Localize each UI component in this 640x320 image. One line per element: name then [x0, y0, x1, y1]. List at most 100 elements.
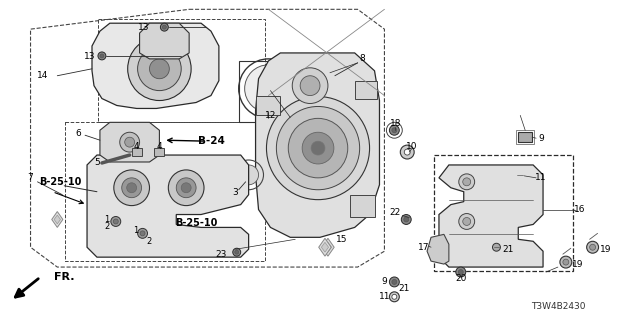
- Text: 22: 22: [390, 208, 401, 217]
- Text: 11: 11: [535, 173, 547, 182]
- Polygon shape: [140, 23, 189, 59]
- Text: 2: 2: [147, 237, 152, 246]
- Circle shape: [493, 243, 500, 251]
- Polygon shape: [87, 155, 248, 257]
- Text: 21: 21: [502, 245, 514, 254]
- Bar: [516, 130, 534, 144]
- Circle shape: [100, 54, 104, 58]
- Text: 5: 5: [94, 158, 100, 167]
- Circle shape: [114, 170, 150, 206]
- Text: B-24: B-24: [198, 136, 225, 146]
- Bar: [518, 132, 532, 142]
- Text: 2: 2: [104, 222, 109, 231]
- Circle shape: [176, 178, 196, 198]
- Text: B-25-10: B-25-10: [175, 219, 217, 228]
- Circle shape: [459, 174, 475, 190]
- Circle shape: [400, 145, 414, 159]
- Text: 8: 8: [360, 54, 365, 63]
- Text: 17: 17: [419, 243, 430, 252]
- Polygon shape: [324, 242, 332, 252]
- Circle shape: [516, 171, 524, 179]
- Text: 9: 9: [381, 277, 387, 286]
- Circle shape: [168, 170, 204, 206]
- Text: 18: 18: [390, 119, 401, 128]
- Circle shape: [392, 128, 397, 133]
- Text: B-25-10: B-25-10: [39, 177, 81, 187]
- Circle shape: [392, 279, 397, 284]
- Bar: [255, 96, 280, 116]
- Circle shape: [113, 219, 118, 224]
- Circle shape: [389, 277, 399, 287]
- Circle shape: [127, 183, 136, 193]
- Circle shape: [266, 97, 369, 200]
- Text: 6: 6: [76, 129, 81, 138]
- Bar: [239, 61, 303, 122]
- Circle shape: [125, 137, 134, 147]
- Text: 10: 10: [406, 142, 418, 151]
- Circle shape: [122, 178, 141, 198]
- Circle shape: [288, 118, 348, 178]
- Circle shape: [150, 59, 170, 79]
- Circle shape: [456, 267, 466, 277]
- Text: 21: 21: [399, 284, 410, 293]
- Polygon shape: [322, 238, 334, 256]
- Circle shape: [181, 183, 191, 193]
- Circle shape: [587, 241, 598, 253]
- Bar: [132, 148, 141, 156]
- Circle shape: [389, 125, 399, 135]
- Text: 19: 19: [600, 245, 611, 254]
- Polygon shape: [92, 23, 219, 108]
- Circle shape: [138, 47, 181, 91]
- Polygon shape: [321, 242, 328, 252]
- Text: T3W4B2430: T3W4B2430: [531, 302, 586, 311]
- Text: 19: 19: [572, 260, 584, 268]
- Circle shape: [163, 25, 166, 29]
- Text: 12: 12: [265, 111, 276, 120]
- Bar: [65, 122, 266, 261]
- Circle shape: [404, 149, 410, 155]
- Text: 1: 1: [133, 226, 138, 235]
- Bar: [154, 148, 164, 156]
- Circle shape: [458, 269, 463, 275]
- Text: 15: 15: [336, 235, 348, 244]
- Circle shape: [111, 217, 121, 227]
- Text: 4: 4: [134, 142, 140, 151]
- Polygon shape: [100, 122, 159, 162]
- Circle shape: [589, 244, 596, 250]
- Circle shape: [404, 217, 409, 222]
- Circle shape: [300, 76, 320, 96]
- Text: 1: 1: [104, 215, 109, 224]
- Text: 20: 20: [455, 275, 467, 284]
- Text: 16: 16: [574, 205, 586, 214]
- Bar: [349, 195, 374, 217]
- Text: 7: 7: [28, 173, 33, 182]
- Bar: [434, 155, 573, 271]
- Circle shape: [560, 256, 572, 268]
- Circle shape: [233, 248, 241, 256]
- Text: 4: 4: [157, 142, 162, 151]
- Circle shape: [239, 165, 259, 185]
- Text: 3: 3: [232, 188, 237, 197]
- Polygon shape: [255, 53, 380, 237]
- Circle shape: [401, 214, 412, 224]
- Text: 23: 23: [215, 250, 227, 259]
- Circle shape: [302, 132, 334, 164]
- Circle shape: [138, 228, 147, 238]
- Circle shape: [244, 65, 292, 112]
- Bar: [98, 19, 266, 122]
- Polygon shape: [427, 234, 449, 264]
- Circle shape: [459, 213, 475, 229]
- Circle shape: [128, 37, 191, 100]
- Circle shape: [389, 292, 399, 302]
- Text: FR.: FR.: [54, 272, 75, 282]
- Text: 11: 11: [379, 292, 390, 301]
- Circle shape: [292, 68, 328, 103]
- Circle shape: [235, 250, 239, 254]
- Circle shape: [392, 294, 397, 299]
- Bar: [355, 81, 376, 99]
- Circle shape: [120, 132, 140, 152]
- Circle shape: [140, 231, 145, 236]
- Circle shape: [276, 107, 360, 190]
- Polygon shape: [319, 238, 332, 256]
- Circle shape: [161, 23, 168, 31]
